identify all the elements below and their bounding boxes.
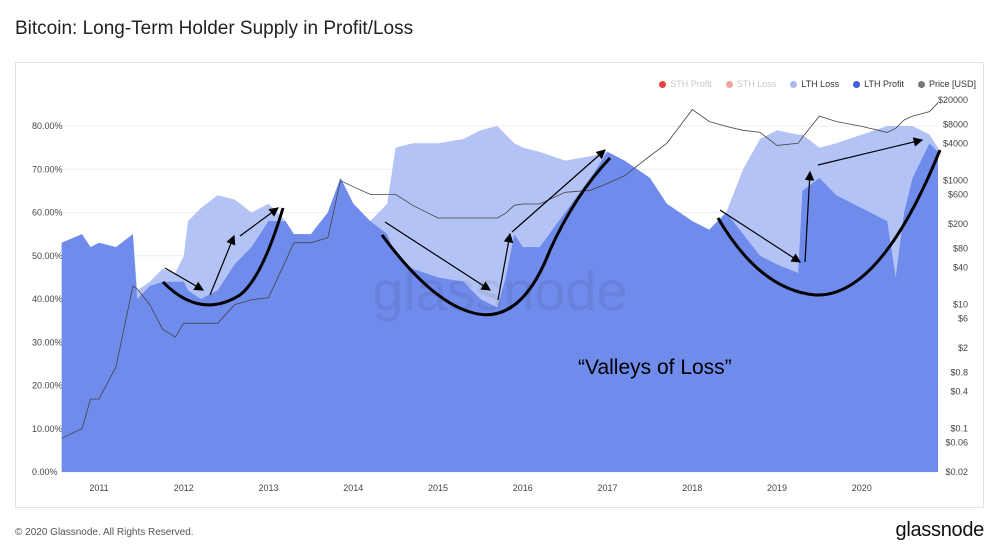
y2-tick-label: $0.06 (945, 437, 968, 447)
y2-tick-label: $0.02 (945, 467, 968, 477)
valley-curve (161, 207, 285, 307)
annotation-arrow (511, 149, 606, 233)
x-tick-label: 2019 (767, 483, 787, 493)
x-tick-label: 2014 (343, 483, 363, 493)
y2-tick-label: $1000 (943, 176, 968, 186)
legend-label: LTH Loss (801, 79, 840, 89)
legend-dot-icon (853, 80, 861, 88)
y2-tick-label: $80 (953, 244, 968, 254)
x-tick-label: 2013 (258, 483, 278, 493)
y-tick-label: 30.00% (32, 337, 63, 347)
legend-item[interactable]: LTH Loss (790, 79, 839, 89)
y2-tick-label: $10 (953, 300, 968, 310)
x-tick-label: 2011 (89, 483, 108, 493)
legend: STH Profit STH Loss LTH Loss LTH Profit Pric… (659, 79, 976, 89)
y-tick-label: 50.00% (32, 251, 63, 261)
y2-tick-label: $600 (948, 189, 968, 199)
legend-item[interactable]: STH Loss (725, 79, 777, 89)
y2-tick-label: $20000 (938, 95, 968, 105)
y2-tick-label: $0.8 (950, 368, 968, 378)
y2-tick-label: $0.4 (950, 386, 968, 396)
valley-curve (380, 156, 612, 317)
y-tick-label: 60.00% (32, 208, 63, 218)
y-tick-label: 80.00% (32, 121, 63, 131)
y-tick-label: 20.00% (32, 381, 63, 391)
y2-tick-label: $0.1 (950, 424, 968, 434)
annotation-arrow (804, 170, 815, 263)
legend-item[interactable]: STH Profit (659, 79, 712, 89)
legend-dot-icon (790, 80, 798, 88)
annotation-arrow (209, 234, 236, 296)
y-tick-label: 70.00% (32, 164, 63, 174)
x-tick-label: 2016 (513, 483, 533, 493)
annotation-arrow (384, 221, 492, 291)
y2-tick-label: $8000 (943, 120, 968, 130)
x-tick-label: 2017 (597, 483, 617, 493)
x-tick-label: 2018 (682, 483, 702, 493)
x-tick-label: 2015 (428, 483, 448, 493)
valley-curve (716, 149, 942, 297)
legend-label: STH Profit (670, 79, 712, 89)
y2-tick-label: $40 (953, 262, 968, 272)
annotation-arrow (239, 207, 279, 237)
legend-dot-icon (659, 80, 667, 88)
y-tick-label: 0.00% (32, 467, 58, 477)
chart-frame (15, 62, 984, 508)
legend-dot-icon (725, 80, 733, 88)
y2-tick-label: $4000 (943, 138, 968, 148)
y2-tick-label: $2 (958, 343, 968, 353)
legend-item[interactable]: Price [USD] (917, 79, 976, 89)
legend-label: STH Loss (736, 79, 777, 89)
y-tick-label: 40.00% (32, 294, 63, 304)
annotation-arrow (164, 267, 205, 291)
legend-item[interactable]: LTH Profit (853, 79, 904, 89)
legend-label: LTH Profit (864, 79, 904, 89)
annotation-arrow (817, 137, 924, 166)
glassnode-logo: glassnode (895, 519, 985, 541)
x-tick-label: 2020 (852, 483, 872, 493)
copyright: © 2020 Glassnode. All Rights Reserved. (15, 527, 194, 538)
price-line (61, 102, 939, 439)
annotation-arrow (497, 232, 514, 301)
lth-profit-area (61, 143, 939, 473)
y2-tick-label: $200 (948, 219, 968, 229)
annotation-arrow (719, 209, 802, 263)
y2-tick-label: $6 (958, 313, 968, 323)
x-tick-label: 2012 (174, 483, 194, 493)
y-tick-label: 10.00% (32, 424, 63, 434)
legend-label: Price [USD] (928, 79, 976, 89)
chart-title: Bitcoin: Long-Term Holder Supply in Prof… (15, 18, 414, 39)
legend-dot-icon (917, 80, 925, 88)
annotation-text: “Valleys of Loss” (578, 356, 732, 379)
